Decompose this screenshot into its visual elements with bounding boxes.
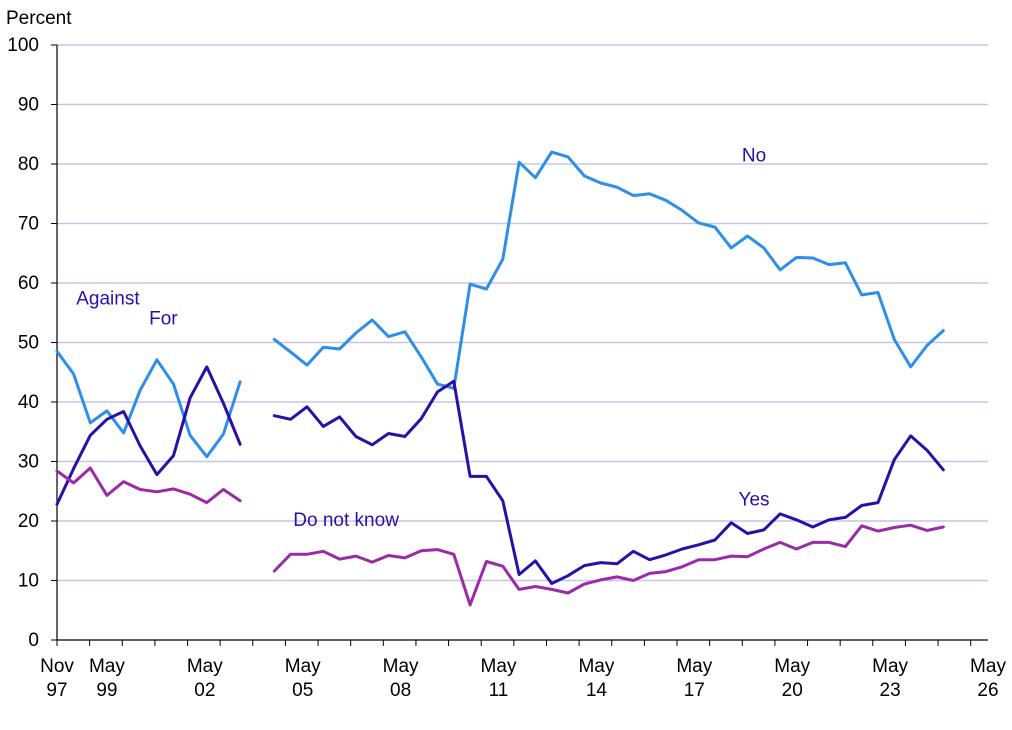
y-tick-label: 50 [18,333,39,354]
x-tick-label-month: May [970,656,1006,677]
series-line-yes [272,379,456,447]
x-tick-label-month: May [89,656,125,677]
series-line-no [452,150,945,390]
x-tick-label-month: May [285,656,321,677]
x-axis-ticks: Nov 97 May 99 May 02 May 05 May 08 May 11 May 14 May 17… [40,640,1006,701]
series-label-do-not-know: Do not know [293,510,399,531]
x-tick-label-year: 20 [782,680,803,701]
x-tick-label-month: May [383,656,419,677]
y-tick-label: 40 [18,392,39,413]
y-tick-label: 60 [18,273,39,294]
x-tick-label-year: 05 [292,680,313,701]
x-tick-label-year: 14 [586,680,608,701]
series-line-do-not-know [55,466,242,505]
y-axis-title: Percent [6,8,72,29]
y-tick-label: 10 [18,571,39,592]
y-tick-label: 70 [18,214,39,235]
x-tick-label-year: 97 [46,680,67,701]
x-tick-label-year: 02 [194,680,215,701]
series-label-yes: Yes [739,489,770,510]
x-tick-label-year: 08 [390,680,411,701]
x-tick-label-month: May [481,656,517,677]
series-label-against: Against [76,288,140,309]
series-lines [55,150,945,607]
x-tick-label-month: May [774,656,810,677]
y-tick-label: 100 [7,35,39,56]
series-line-do-not-know [272,523,945,607]
series-line-against [55,349,242,459]
gridlines [57,44,988,582]
y-tick-label: 90 [18,95,39,116]
y-tick-label: 0 [28,630,39,651]
x-tick-label-year: 17 [684,680,705,701]
x-tick-label-year: 26 [977,680,998,701]
series-line-no [272,318,456,390]
series-labels: Against For No Yes Do not know [76,145,769,531]
x-tick-label-month: May [187,656,223,677]
x-tick-label-month: May [676,656,712,677]
x-tick-label-year: 23 [880,680,901,701]
x-tick-label-month: May [872,656,908,677]
x-tick-label-month: Nov [40,656,74,677]
y-tick-label: 20 [18,511,39,532]
series-label-for: For [149,309,178,330]
x-tick-label-year: 99 [96,680,117,701]
series-label-no: No [742,145,766,166]
y-tick-label: 80 [18,154,39,175]
y-axis-ticks: 0 10 20 30 40 50 60 70 80 90 100 [7,35,57,651]
y-tick-label: 30 [18,452,39,473]
series-line-yes [452,379,945,585]
series-line-for [55,365,242,506]
x-tick-label-month: May [578,656,614,677]
x-tick-label-year: 11 [489,680,509,701]
